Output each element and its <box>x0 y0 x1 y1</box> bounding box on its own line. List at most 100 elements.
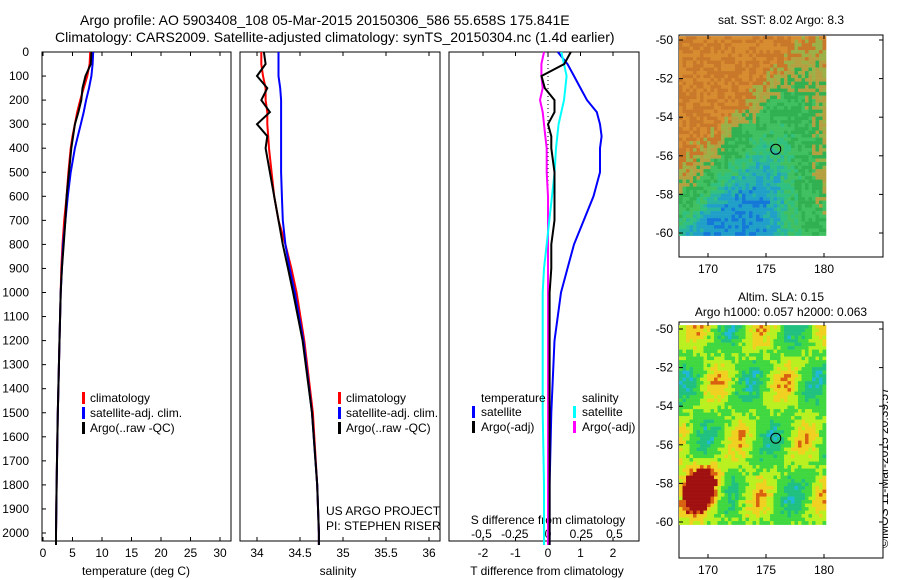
map-cell <box>689 123 694 128</box>
map-cell <box>752 67 757 72</box>
map-cell <box>721 451 725 455</box>
map-cell <box>693 451 697 455</box>
map-cell <box>700 510 704 515</box>
map-cell <box>700 472 704 476</box>
map-cell <box>805 521 809 525</box>
map-cell <box>707 398 711 403</box>
map-cell <box>696 335 701 340</box>
map-cell <box>773 130 778 135</box>
map-cell <box>763 211 767 215</box>
map-cell <box>707 374 711 378</box>
map-cell <box>717 214 722 219</box>
map-cell <box>819 130 823 135</box>
map-cell <box>763 151 767 156</box>
map-cell <box>682 165 687 170</box>
map-cell <box>759 176 764 180</box>
map-cell <box>794 81 799 86</box>
map-cell <box>735 176 739 180</box>
map-cell <box>756 165 760 170</box>
map-cell <box>714 444 718 448</box>
map-cell <box>735 197 739 201</box>
map-cell <box>721 475 725 480</box>
map-cell <box>766 102 771 107</box>
map-cell <box>815 64 820 68</box>
map-cell <box>780 60 785 65</box>
map-cell <box>801 36 806 40</box>
map-cell <box>742 144 746 149</box>
map-cell <box>808 137 813 142</box>
map-cell <box>689 144 694 149</box>
map-cell <box>682 346 687 350</box>
map-cell <box>749 221 753 226</box>
map-cell <box>794 521 799 525</box>
map-cell <box>710 116 715 121</box>
map-cell <box>805 109 809 114</box>
map-cell <box>819 197 823 201</box>
map-cell <box>745 207 750 212</box>
map-cell <box>819 144 823 149</box>
map-cell <box>759 64 764 68</box>
map-cell <box>777 388 781 392</box>
map-cell <box>728 461 732 466</box>
map-cell <box>763 74 767 79</box>
map-cell <box>707 57 711 61</box>
map-cell <box>752 225 757 229</box>
map-cell <box>756 388 760 392</box>
map-cell <box>777 67 781 72</box>
map-cell <box>696 190 701 194</box>
map-cell <box>700 353 704 357</box>
map-cell <box>742 349 746 354</box>
map-cell <box>721 489 725 494</box>
map-cell <box>686 412 690 417</box>
map-cell <box>798 412 802 417</box>
map-cell <box>742 211 746 215</box>
map-cell <box>812 137 816 142</box>
depth-tick-label: 200 <box>9 93 29 107</box>
map-cell <box>808 183 813 187</box>
map-cell <box>815 53 820 58</box>
map-cell <box>759 503 764 508</box>
map-cell <box>770 335 774 340</box>
map-cell <box>759 426 764 431</box>
map-cell <box>693 325 697 329</box>
map-cell <box>731 489 736 494</box>
map-cell <box>766 454 771 459</box>
map-cell <box>798 193 802 198</box>
map-cell <box>728 151 732 156</box>
map-cell <box>766 335 771 340</box>
map-cell <box>696 328 701 333</box>
map-cell <box>724 381 729 385</box>
map-cell <box>773 218 778 222</box>
map-cell <box>700 197 704 201</box>
map-cell <box>696 183 701 187</box>
map-cell <box>808 102 813 107</box>
map-cell <box>780 130 785 135</box>
map-cell <box>717 144 722 149</box>
map-cell <box>717 186 722 191</box>
map-cell <box>703 116 708 121</box>
map-cell <box>763 395 767 399</box>
map-cell <box>822 214 827 219</box>
map-cell <box>777 155 781 159</box>
map-cell <box>721 360 725 364</box>
map-cell <box>749 165 753 170</box>
map-cell <box>738 423 743 427</box>
map-cell <box>731 99 736 103</box>
map-cell <box>700 349 704 354</box>
map-cell <box>805 395 809 399</box>
map-cell <box>742 113 746 117</box>
map-cell <box>696 356 701 361</box>
title-line-1: Argo profile: AO 5903408_108 05-Mar-2015… <box>80 12 570 28</box>
map-cell <box>798 377 802 382</box>
map-cell <box>728 328 732 333</box>
map-cell <box>770 339 774 343</box>
map-cell <box>756 430 760 434</box>
map-cell <box>710 113 715 117</box>
map-cell <box>777 489 781 494</box>
map-cell <box>693 148 697 152</box>
map-cell <box>815 486 820 490</box>
map-cell <box>703 200 708 205</box>
map-cell <box>805 454 809 459</box>
map-cell <box>714 225 718 229</box>
map-cell <box>703 211 708 215</box>
